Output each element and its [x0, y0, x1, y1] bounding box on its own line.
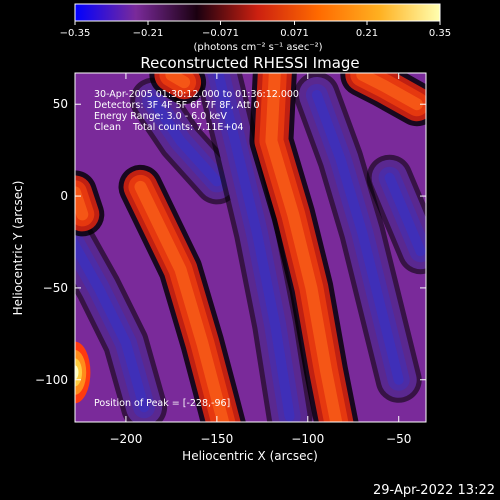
annotation-energy-range: Energy Range: 3.0 - 6.0 keV	[94, 111, 227, 122]
colorbar-tick-label: −0.071	[202, 28, 239, 39]
negative-lobe	[75, 235, 150, 413]
negative-lobe	[311, 90, 404, 385]
chart-title: Reconstructed RHESSI Image	[140, 54, 359, 72]
annotation-block: 30-Apr-2005 01:30:12.000 to 01:36:12.000…	[94, 89, 299, 409]
peak-emission	[75, 365, 79, 380]
image-area	[75, 73, 426, 422]
x-axis-label: Heliocentric X (arcsec)	[182, 449, 318, 463]
negative-lobe	[384, 172, 426, 257]
y-tick-label: 0	[60, 189, 68, 203]
colorbar-tick-label: −0.21	[133, 28, 164, 39]
annotation-detectors: Detectors: 3F 4F 5F 6F 7F 8F, Att 0	[94, 100, 260, 111]
colorbar-unit-label: (photons cm⁻² s⁻¹ asec⁻²)	[193, 42, 322, 53]
colorbar-tick-label: 0.21	[356, 28, 378, 39]
positive-lobe	[165, 73, 191, 89]
axes: −200 −150 −100 −50 50 0 −50 −100	[35, 73, 426, 446]
negative-lobe	[213, 73, 295, 422]
positive-lobe	[134, 180, 230, 422]
colorbar-tick-label: 0.071	[280, 28, 309, 39]
colorbar-tick-label: −0.35	[60, 28, 91, 39]
y-tick-label: −100	[35, 373, 68, 387]
colorbar-ticks: −0.35 −0.21 −0.071 0.071 0.21 0.35	[60, 21, 451, 39]
positive-lobe	[356, 73, 423, 111]
x-tick-label: −100	[291, 432, 324, 446]
x-tick-label: −200	[109, 432, 142, 446]
annotation-clean-counts: Clean Total counts: 7.11E+04	[94, 122, 243, 133]
x-tick-label: −50	[386, 432, 411, 446]
emission-lobes	[75, 73, 426, 422]
footer-timestamp: 29-Apr-2022 13:22	[373, 483, 495, 498]
colorbar	[74, 3, 441, 22]
x-tick-label: −150	[200, 432, 233, 446]
y-tick-label: −50	[43, 281, 68, 295]
annotation-peak-position: Position of Peak = [-228,-96]	[94, 398, 230, 409]
negative-lobe	[148, 95, 222, 187]
y-axis-label: Heliocentric Y (arcsec)	[11, 181, 25, 316]
plot-frame	[74, 72, 427, 423]
colorbar-tick-label: 0.35	[429, 28, 451, 39]
positive-lobe	[265, 73, 343, 422]
annotation-time-range: 30-Apr-2005 01:30:12.000 to 01:36:12.000	[94, 89, 299, 100]
y-tick-label: 50	[53, 97, 68, 111]
